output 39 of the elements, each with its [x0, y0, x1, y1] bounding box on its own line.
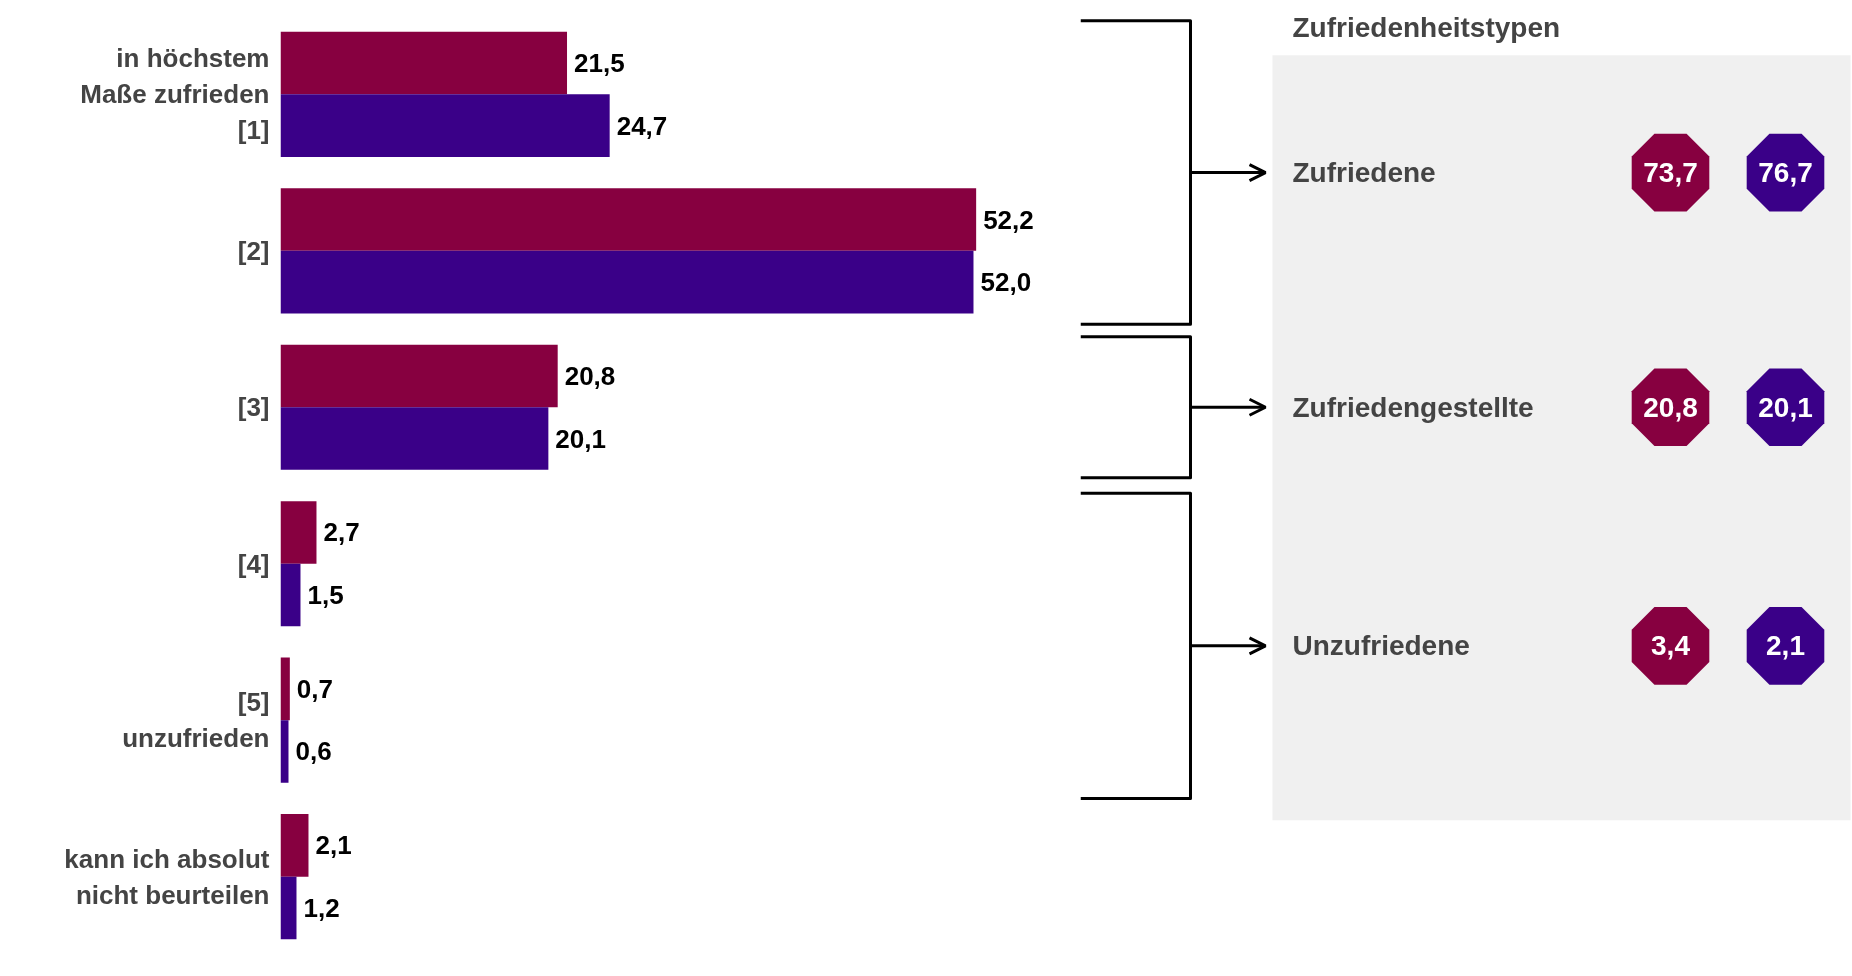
y-tick-label: kann ich absolut nicht beurteilen	[64, 843, 270, 910]
y-tick-label: [2]	[237, 235, 270, 266]
category-label: Unzufriedene	[1292, 630, 1470, 662]
bar	[280, 657, 290, 721]
data-label: 3,4	[1651, 630, 1691, 662]
data-label: 1,2	[303, 892, 340, 923]
bar	[280, 344, 558, 408]
bar	[280, 814, 309, 877]
data-label: 2,1	[315, 830, 352, 861]
data-label: 1,5	[307, 580, 344, 611]
data-label: 24,7	[616, 110, 668, 141]
bar	[280, 563, 301, 627]
data-label: 2,7	[323, 517, 360, 548]
bar	[280, 407, 549, 470]
data-label: 52,0	[980, 267, 1032, 298]
bar	[280, 250, 974, 314]
bar	[280, 188, 977, 251]
y-tick-label: [5] unzufrieden	[122, 687, 270, 754]
data-label: 2,1	[1766, 630, 1805, 662]
data-label: 76,7	[1758, 157, 1813, 189]
bar	[280, 31, 568, 95]
y-tick-label: [3]	[237, 392, 270, 423]
data-label: 0,7	[296, 673, 333, 704]
bar	[280, 94, 610, 157]
bar	[280, 876, 297, 940]
y-tick-label: in höchstem Maße zufrieden [1]	[80, 43, 270, 146]
bar	[280, 501, 317, 564]
text: Zufriedenheitstypen	[1292, 11, 1561, 43]
data-label: 20,8	[564, 360, 616, 391]
data-label: 20,8	[1643, 391, 1698, 423]
data-label: 52,2	[983, 204, 1034, 235]
data-label: 0,6	[295, 736, 332, 767]
y-tick-label: [4]	[237, 548, 270, 579]
data-label: 20,1	[555, 423, 606, 454]
data-label: 73,7	[1643, 157, 1698, 189]
data-label: 20,1	[1758, 391, 1813, 423]
category-label: Zufriedengestellte	[1292, 391, 1534, 423]
data-label: 21,5	[574, 48, 625, 79]
category-label: Zufriedene	[1292, 157, 1436, 189]
